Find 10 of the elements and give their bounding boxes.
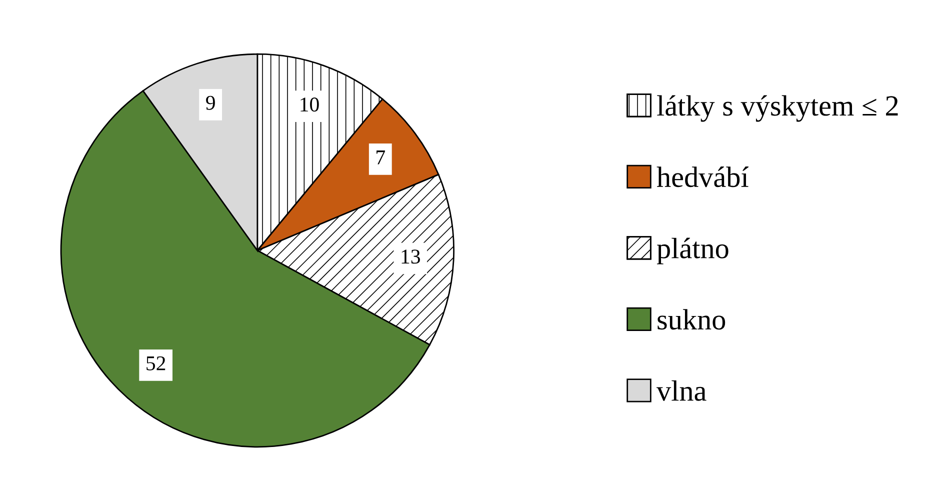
legend-label: vlna [656, 380, 706, 401]
legend-label: hedvábí [656, 166, 749, 188]
data-label: 10 [300, 98, 319, 112]
data-label: 7 [376, 150, 385, 164]
legend-label: sukno [658, 309, 726, 330]
data-label: 52 [146, 356, 166, 370]
legend-label: plátno [656, 238, 728, 264]
data-label: 13 [402, 250, 420, 264]
legend-label: látky s výskytem ≤ 2 [657, 95, 898, 122]
data-label: 9 [206, 96, 215, 110]
